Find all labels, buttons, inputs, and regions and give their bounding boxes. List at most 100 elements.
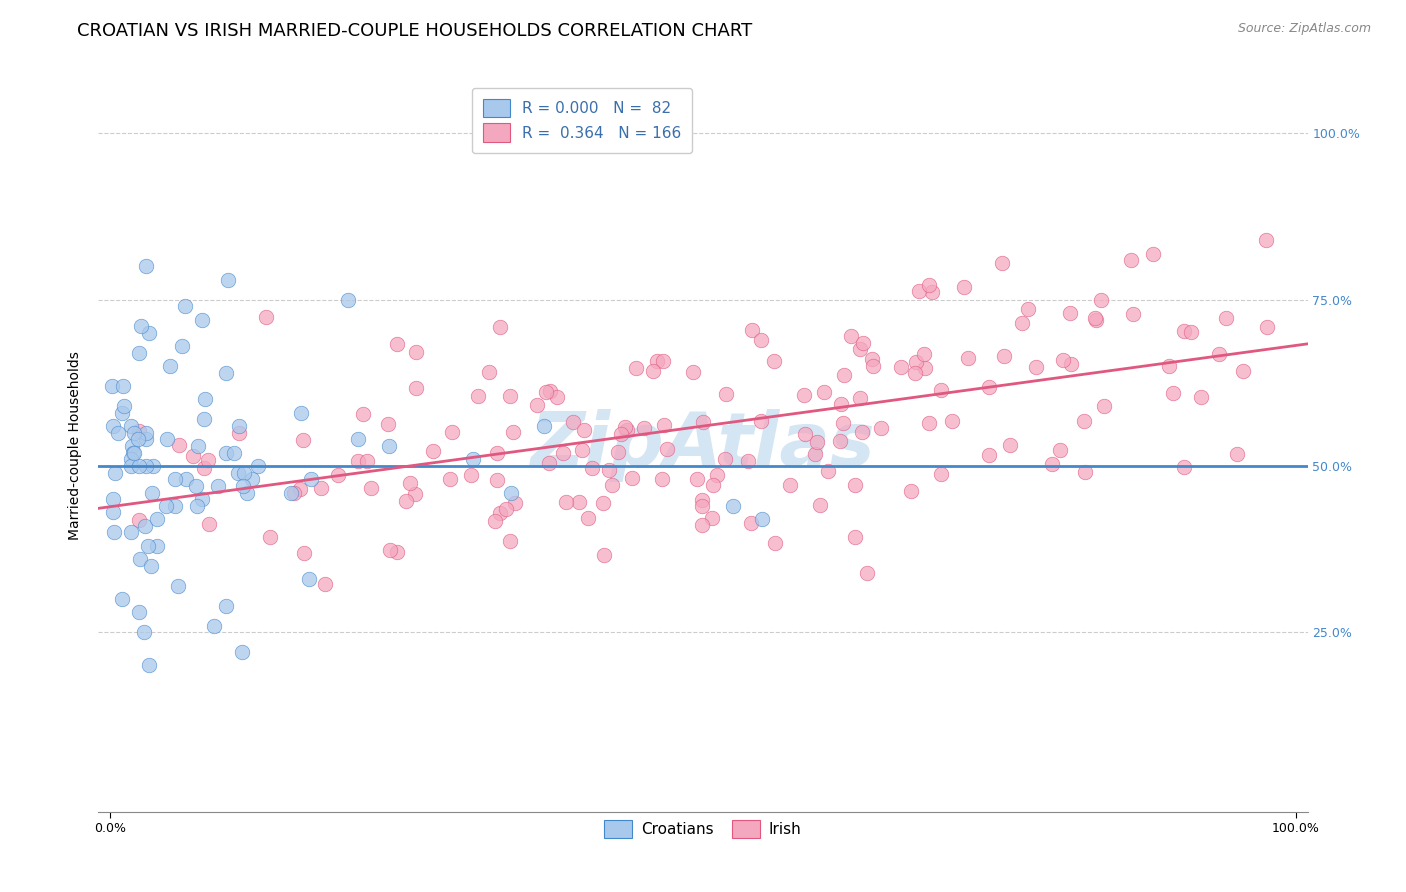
Point bbox=[181, 450, 204, 464]
Point bbox=[1074, 465, 1097, 479]
Point bbox=[1173, 460, 1195, 475]
Point bbox=[395, 494, 418, 508]
Text: ZipAtlas: ZipAtlas bbox=[530, 409, 876, 483]
Point bbox=[1161, 385, 1184, 400]
Point bbox=[135, 260, 157, 274]
Point bbox=[170, 339, 193, 353]
Point bbox=[600, 478, 623, 492]
Point bbox=[571, 443, 593, 458]
Point bbox=[702, 511, 724, 525]
Point bbox=[763, 354, 786, 368]
Point bbox=[128, 346, 150, 360]
Point bbox=[290, 406, 312, 420]
Point bbox=[187, 439, 209, 453]
Point bbox=[751, 512, 773, 526]
Point bbox=[957, 351, 980, 365]
Text: CROATIAN VS IRISH MARRIED-COUPLE HOUSEHOLDS CORRELATION CHART: CROATIAN VS IRISH MARRIED-COUPLE HOUSEHO… bbox=[77, 22, 752, 40]
Point bbox=[592, 496, 614, 510]
Point bbox=[101, 492, 124, 507]
Point bbox=[813, 385, 835, 400]
Point bbox=[643, 364, 665, 378]
Point bbox=[173, 299, 195, 313]
Point bbox=[128, 458, 150, 473]
Point bbox=[692, 416, 714, 430]
Point bbox=[135, 458, 157, 473]
Point bbox=[737, 454, 759, 468]
Point bbox=[103, 525, 125, 540]
Point bbox=[298, 572, 321, 586]
Point bbox=[122, 445, 145, 459]
Point bbox=[621, 471, 644, 485]
Point bbox=[1025, 359, 1047, 374]
Point bbox=[405, 344, 427, 359]
Point bbox=[207, 479, 229, 493]
Point bbox=[651, 472, 673, 486]
Point bbox=[779, 478, 801, 492]
Point bbox=[190, 312, 212, 326]
Point bbox=[232, 479, 254, 493]
Point bbox=[217, 273, 239, 287]
Point bbox=[167, 579, 190, 593]
Point bbox=[998, 438, 1021, 452]
Point bbox=[156, 433, 179, 447]
Point bbox=[581, 461, 603, 475]
Point bbox=[101, 419, 124, 434]
Point bbox=[422, 444, 444, 458]
Point bbox=[122, 445, 145, 459]
Point bbox=[197, 453, 219, 467]
Point bbox=[1040, 457, 1063, 471]
Point bbox=[918, 277, 941, 292]
Point bbox=[132, 625, 155, 640]
Point bbox=[193, 461, 215, 475]
Point bbox=[163, 499, 186, 513]
Point bbox=[991, 256, 1014, 270]
Point bbox=[538, 384, 561, 398]
Point bbox=[136, 539, 159, 553]
Point bbox=[242, 472, 264, 486]
Point bbox=[128, 605, 150, 619]
Point bbox=[941, 414, 963, 428]
Point bbox=[765, 536, 787, 550]
Point bbox=[1084, 311, 1107, 326]
Point bbox=[135, 433, 157, 447]
Point bbox=[283, 485, 305, 500]
Point bbox=[186, 479, 208, 493]
Point bbox=[191, 492, 214, 507]
Point bbox=[499, 485, 522, 500]
Point bbox=[146, 512, 169, 526]
Point bbox=[914, 361, 936, 376]
Point bbox=[460, 468, 482, 483]
Point bbox=[145, 539, 167, 553]
Point bbox=[346, 433, 368, 447]
Point bbox=[174, 472, 197, 486]
Point bbox=[441, 425, 464, 439]
Point bbox=[503, 496, 526, 510]
Point bbox=[953, 279, 976, 293]
Point bbox=[572, 423, 595, 437]
Point bbox=[1121, 252, 1143, 267]
Point bbox=[121, 439, 143, 453]
Point bbox=[280, 485, 302, 500]
Point bbox=[912, 347, 935, 361]
Point bbox=[562, 415, 585, 429]
Point bbox=[714, 451, 737, 466]
Point bbox=[908, 284, 931, 298]
Point bbox=[104, 466, 127, 480]
Point bbox=[979, 380, 1001, 394]
Point bbox=[127, 433, 149, 447]
Point bbox=[1226, 447, 1249, 461]
Point bbox=[633, 421, 655, 435]
Point bbox=[128, 513, 150, 527]
Point bbox=[288, 482, 311, 496]
Point bbox=[346, 454, 368, 468]
Point bbox=[832, 416, 855, 430]
Point bbox=[163, 472, 186, 486]
Point bbox=[101, 506, 124, 520]
Point bbox=[299, 472, 322, 486]
Point bbox=[194, 392, 217, 407]
Point bbox=[706, 468, 728, 483]
Point bbox=[751, 334, 773, 348]
Point bbox=[1180, 325, 1202, 339]
Point bbox=[360, 481, 382, 495]
Point bbox=[231, 645, 253, 659]
